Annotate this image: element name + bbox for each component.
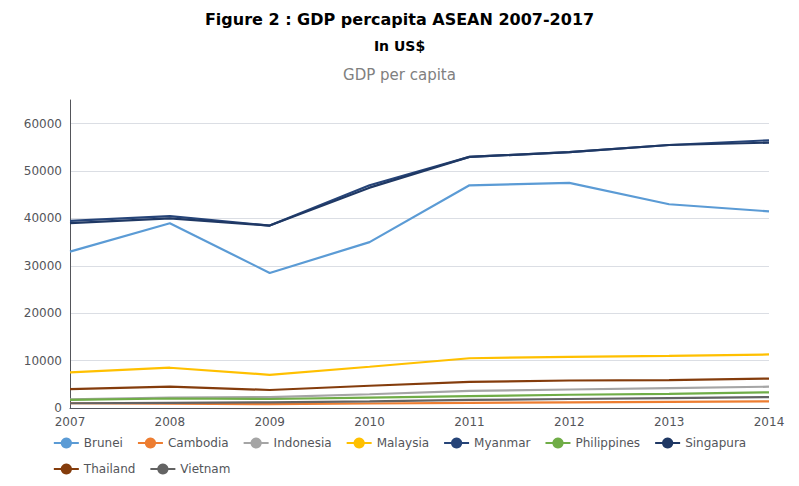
svg-text:Brunei: Brunei [84,436,123,450]
svg-text:In US$: In US$ [374,38,425,54]
svg-text:30000: 30000 [24,259,62,273]
svg-text:Malaysia: Malaysia [377,436,429,450]
svg-text:Vietnam: Vietnam [180,462,230,476]
svg-text:2013: 2013 [654,415,685,429]
svg-text:20000: 20000 [24,306,62,320]
svg-text:60000: 60000 [24,117,62,131]
svg-text:Indonesia: Indonesia [274,436,332,450]
svg-text:50000: 50000 [24,164,62,178]
svg-text:Thailand: Thailand [83,462,136,476]
svg-text:Figure 2 : GDP percapita ASEAN: Figure 2 : GDP percapita ASEAN 2007-2017 [205,10,594,29]
svg-text:Philippines: Philippines [575,436,640,450]
svg-text:2011: 2011 [454,415,485,429]
svg-text:Cambodia: Cambodia [168,436,229,450]
svg-text:2008: 2008 [155,415,186,429]
svg-text:Myanmar: Myanmar [474,436,530,450]
svg-text:2009: 2009 [254,415,285,429]
svg-text:2012: 2012 [554,415,585,429]
svg-text:10000: 10000 [24,354,62,368]
svg-text:GDP per capita: GDP per capita [343,66,456,84]
svg-text:40000: 40000 [24,211,62,225]
svg-text:0: 0 [54,401,62,415]
svg-text:2010: 2010 [354,415,385,429]
svg-text:2014: 2014 [754,415,785,429]
svg-text:2007: 2007 [55,415,86,429]
svg-text:Singapura: Singapura [685,436,746,450]
